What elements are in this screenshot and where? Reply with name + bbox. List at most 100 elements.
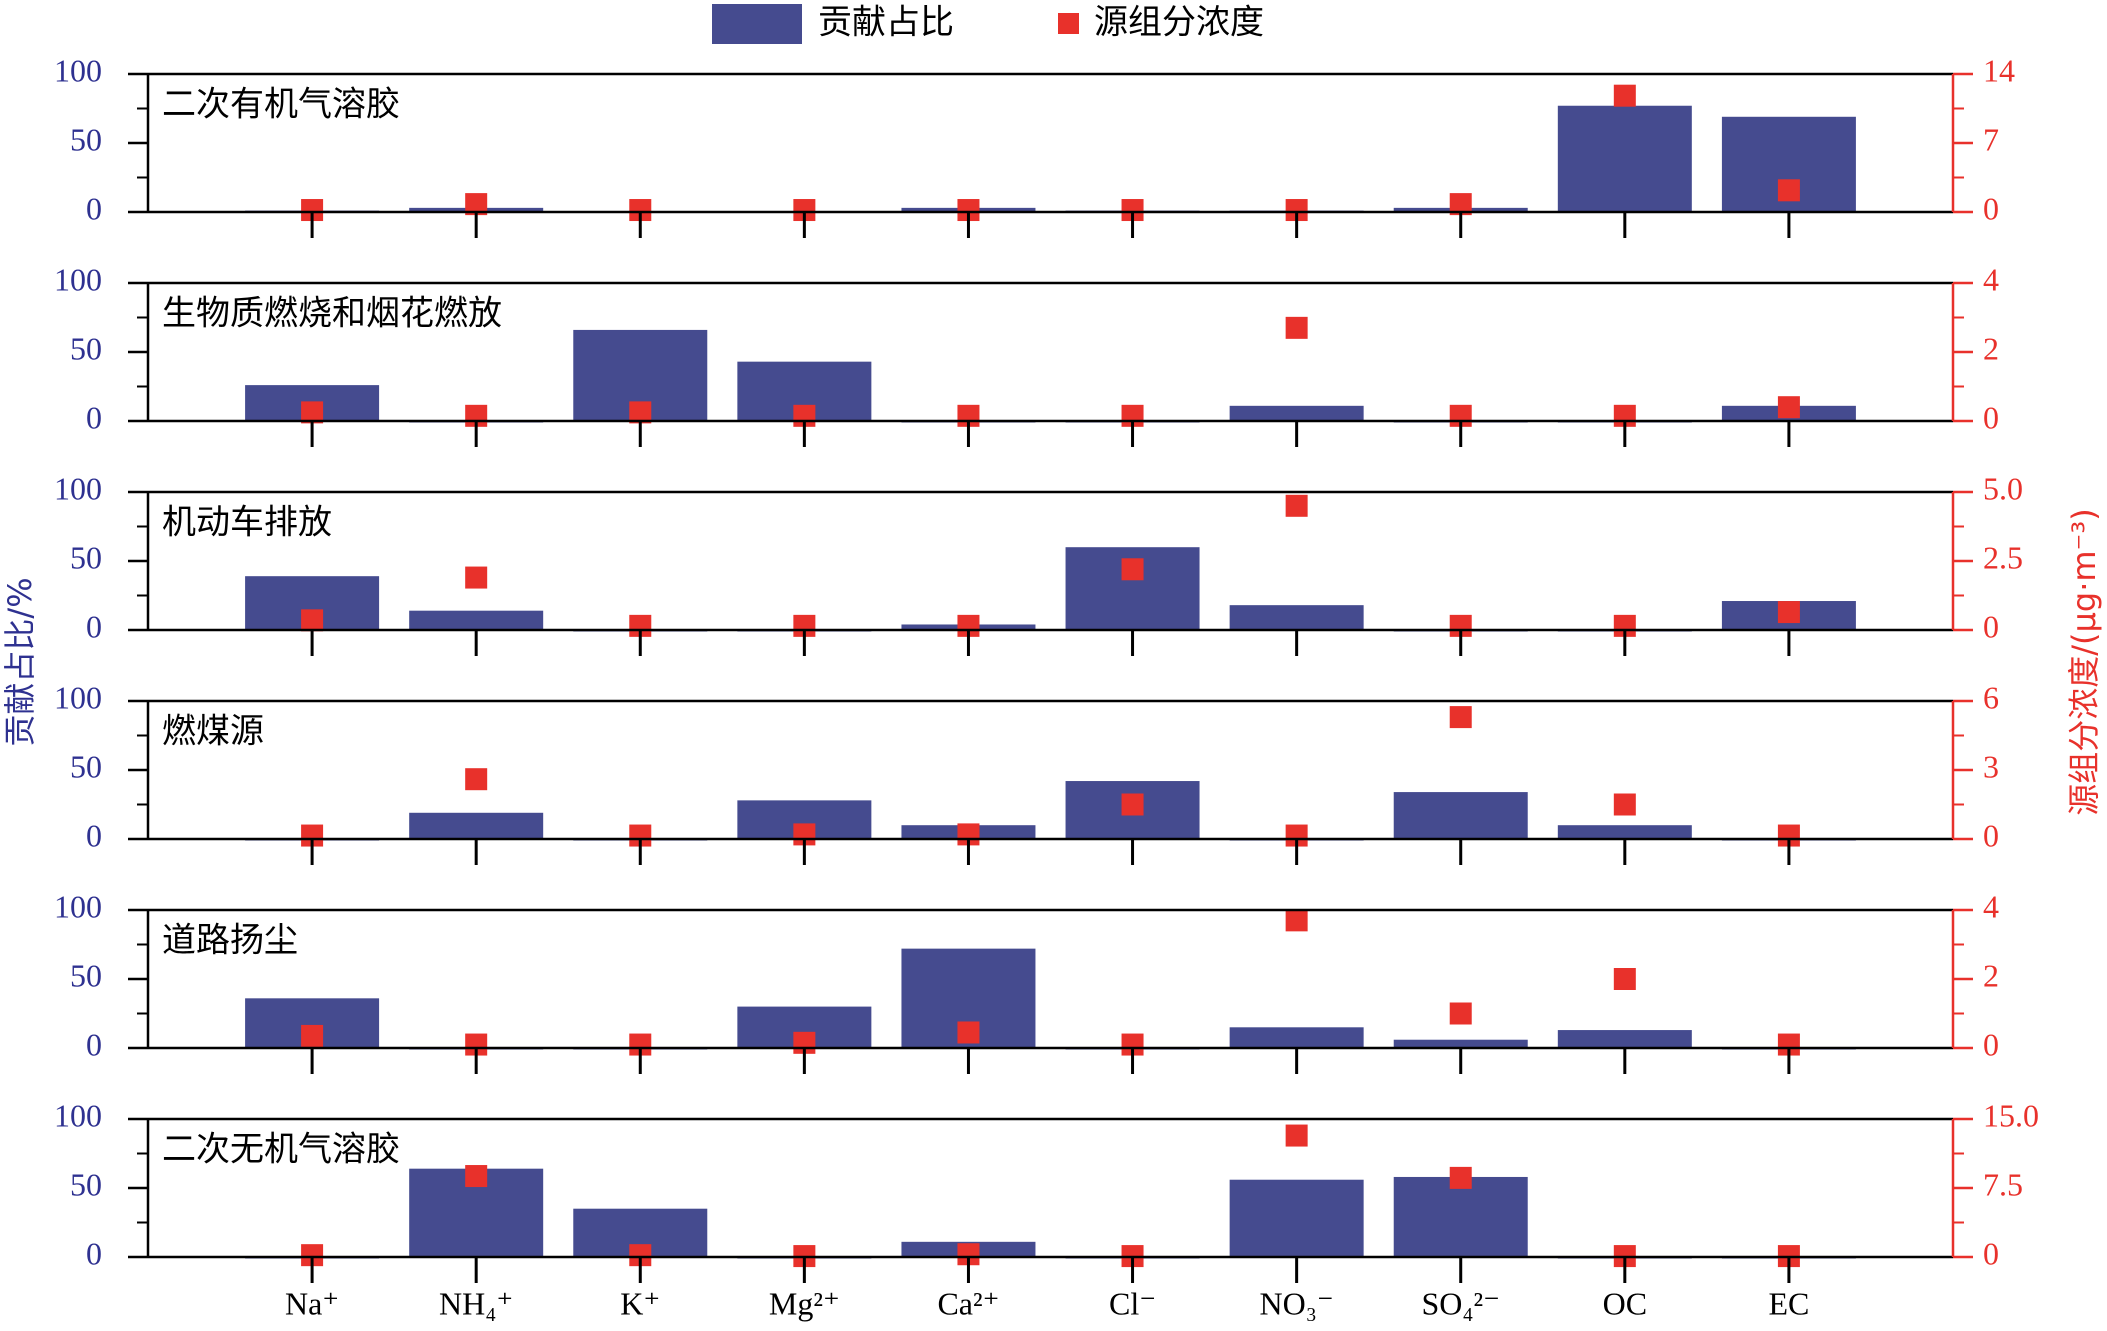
y-tick-label: 100: [54, 470, 102, 506]
bar: [1557, 105, 1692, 212]
legend-bar-swatch: [712, 4, 802, 44]
square-marker: [301, 1244, 324, 1267]
y2-tick-label: 5.0: [1983, 470, 2023, 506]
square-marker: [465, 768, 488, 791]
y-tick-label: 100: [54, 679, 102, 715]
bar: [1229, 405, 1364, 421]
bar: [1393, 1176, 1528, 1257]
y-tick-label: 0: [86, 608, 102, 644]
square-marker: [1777, 179, 1800, 202]
square-marker: [957, 199, 980, 222]
y2-tick-label: 2.5: [1983, 539, 2023, 575]
square-marker: [1777, 396, 1800, 419]
square-marker: [629, 614, 652, 637]
square-marker: [1777, 1033, 1800, 1056]
y2-tick-label: 0: [1983, 1026, 1999, 1062]
square-marker: [1121, 1033, 1144, 1056]
bar: [409, 610, 544, 630]
square-marker: [1449, 706, 1472, 729]
x-tick-label: Mg²⁺: [769, 1285, 840, 1321]
square-marker: [1777, 824, 1800, 847]
x-tick-label: Cl⁻: [1109, 1285, 1156, 1321]
square-marker: [957, 614, 980, 637]
square-marker: [1285, 199, 1308, 222]
legend-label: 源组分浓度: [1094, 3, 1264, 43]
bar: [1229, 605, 1364, 630]
x-tick-label: OC: [1603, 1285, 1647, 1321]
square-marker: [1777, 601, 1800, 624]
square-marker: [1121, 199, 1144, 222]
x-tick-label: Na⁺: [285, 1285, 339, 1321]
y-tick-label: 0: [86, 399, 102, 435]
square-marker: [793, 614, 816, 637]
y-axis-label: 贡献占比/%: [1, 577, 39, 746]
x-tick-label: EC: [1768, 1285, 1809, 1321]
square-marker: [957, 1243, 980, 1266]
bar: [1229, 1027, 1364, 1048]
panel-title: 生物质燃烧和烟花燃放: [162, 294, 502, 334]
square-marker: [301, 1024, 324, 1047]
square-marker: [957, 1021, 980, 1044]
legend-square-swatch: [1058, 13, 1079, 34]
square-marker: [1613, 793, 1636, 816]
y-tick-label: 0: [86, 190, 102, 226]
y-tick-label: 50: [70, 121, 102, 157]
x-tick-label: SO₄²⁻: [1421, 1285, 1500, 1321]
bar: [1229, 1179, 1364, 1257]
square-marker: [1285, 494, 1308, 517]
y-tick-label: 100: [54, 261, 102, 297]
x-tick-label: K⁺: [620, 1285, 660, 1321]
square-marker: [301, 609, 324, 632]
square-marker: [1449, 1166, 1472, 1189]
y2-tick-label: 0: [1983, 817, 1999, 853]
y2-tick-label: 0: [1983, 608, 1999, 644]
y-tick-label: 100: [54, 1097, 102, 1133]
y2-axis-label: 源组分浓度/(μg·m⁻³): [2065, 508, 2103, 816]
panel-title: 燃煤源: [162, 712, 264, 752]
y-tick-label: 50: [70, 539, 102, 575]
y-tick-label: 50: [70, 957, 102, 993]
square-marker: [1449, 1002, 1472, 1025]
square-marker: [1285, 316, 1308, 339]
bar: [1557, 1030, 1692, 1048]
square-marker: [1449, 193, 1472, 216]
y-tick-label: 50: [70, 330, 102, 366]
panel-title: 道路扬尘: [162, 921, 298, 961]
y-tick-label: 0: [86, 1235, 102, 1271]
y-tick-label: 100: [54, 52, 102, 88]
y2-tick-label: 14: [1983, 52, 2015, 88]
square-marker: [1285, 824, 1308, 847]
square-marker: [465, 1033, 488, 1056]
square-marker: [1613, 968, 1636, 990]
square-marker: [1285, 1124, 1308, 1147]
square-marker: [465, 1165, 488, 1188]
legend-label: 贡献占比: [818, 3, 954, 43]
square-marker: [1449, 614, 1472, 637]
y2-tick-label: 15.0: [1983, 1097, 2039, 1133]
square-marker: [1121, 793, 1144, 816]
y-tick-label: 50: [70, 748, 102, 784]
y-tick-label: 50: [70, 1166, 102, 1202]
panel-title: 二次有机气溶胶: [162, 85, 400, 125]
square-marker: [1613, 614, 1636, 637]
square-marker: [301, 401, 324, 424]
square-marker: [1613, 84, 1636, 107]
bar: [1393, 792, 1528, 839]
y-tick-label: 0: [86, 817, 102, 853]
x-tick-label: NH₄⁺: [439, 1285, 513, 1321]
y2-tick-label: 3: [1983, 748, 1999, 784]
square-marker: [465, 566, 488, 589]
x-tick-label: NO₃⁻: [1260, 1285, 1334, 1321]
y2-tick-label: 0: [1983, 1235, 1999, 1271]
y2-tick-label: 7: [1983, 121, 1999, 157]
y2-tick-label: 6: [1983, 679, 1999, 715]
y-tick-label: 0: [86, 1026, 102, 1062]
square-marker: [629, 1033, 652, 1056]
y2-tick-label: 2: [1983, 330, 1999, 366]
y2-tick-label: 7.5: [1983, 1166, 2023, 1202]
y2-tick-label: 4: [1983, 261, 1999, 297]
square-marker: [1285, 909, 1308, 932]
y2-tick-label: 0: [1983, 399, 1999, 435]
square-marker: [629, 1244, 652, 1267]
square-marker: [1121, 558, 1144, 581]
